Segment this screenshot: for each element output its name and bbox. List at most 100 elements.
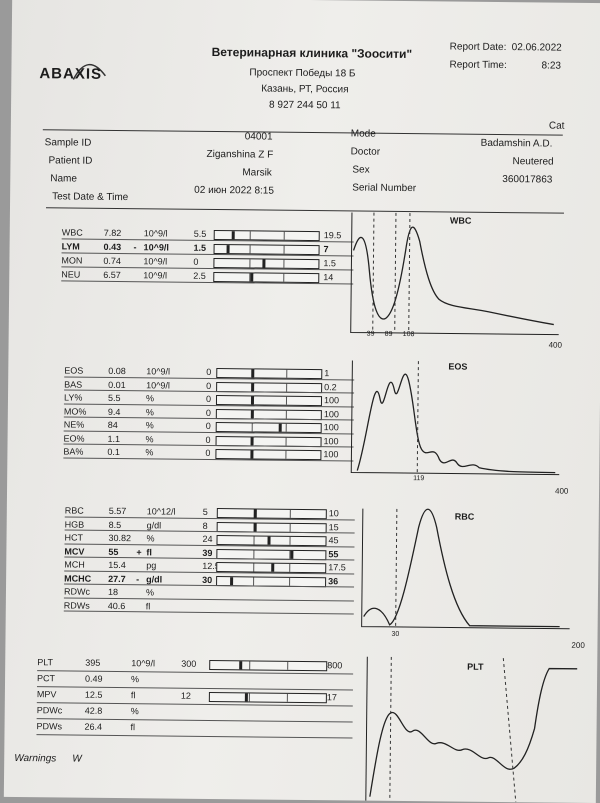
name-label: Name bbox=[50, 173, 78, 185]
param-unit: % bbox=[130, 706, 139, 717]
range-high: 1.5 bbox=[323, 258, 337, 269]
plt-histogram-title: PLT bbox=[467, 661, 484, 672]
rbc-histogram bbox=[361, 508, 570, 630]
clinic-address-line1: Проспект Победы 18 Б bbox=[249, 67, 356, 80]
param-unit: fl bbox=[130, 722, 136, 733]
range-bar-tick bbox=[249, 259, 251, 268]
range-bar-tick bbox=[285, 396, 288, 405]
range-bar-marker bbox=[262, 259, 266, 268]
param-unit: fl bbox=[146, 546, 152, 557]
range-high: 14 bbox=[323, 272, 334, 283]
param-name: MCV bbox=[64, 545, 85, 557]
rbc-axis-max: 200 bbox=[571, 640, 585, 650]
param-name: PDWc bbox=[36, 705, 63, 716]
range-bar-marker bbox=[250, 450, 254, 459]
param-value: 12.5 bbox=[84, 689, 103, 700]
clinic-phone: 8 927 244 50 11 bbox=[269, 99, 341, 112]
param-name: LYM bbox=[61, 241, 80, 252]
range-low: 0 bbox=[205, 447, 211, 458]
wbc-tick-3: 108 bbox=[402, 330, 415, 339]
param-value: 395 bbox=[85, 657, 101, 668]
param-name: WBC bbox=[61, 227, 83, 238]
range-bar bbox=[209, 659, 328, 672]
row-divider bbox=[36, 734, 353, 739]
range-low: 0 bbox=[205, 407, 211, 418]
sample-id-label: Sample ID bbox=[44, 137, 92, 149]
range-bar-tick bbox=[289, 536, 291, 545]
param-value: 0.49 bbox=[85, 673, 103, 684]
doctor: Badamshin A.D. bbox=[480, 137, 553, 150]
report-time: 8:23 bbox=[541, 60, 562, 72]
report-date: 02.06.2022 bbox=[511, 42, 562, 54]
param-value: 15.4 bbox=[108, 559, 126, 571]
range-bar-marker bbox=[250, 396, 255, 405]
range-bar-tick bbox=[289, 509, 291, 518]
warnings-value: W bbox=[72, 753, 82, 765]
param-value: 55 bbox=[108, 546, 119, 557]
param-unit: % bbox=[131, 674, 140, 685]
range-low: 8 bbox=[202, 520, 208, 531]
param-unit: 10^9/l bbox=[143, 228, 168, 239]
param-name: NEU bbox=[61, 269, 81, 280]
range-high: 17 bbox=[326, 692, 337, 703]
range-low: 0 bbox=[193, 256, 199, 267]
range-bar-tick bbox=[249, 245, 251, 254]
range-bar-tick bbox=[285, 410, 287, 419]
param-unit: % bbox=[145, 447, 154, 458]
param-unit: 10^12/l bbox=[146, 506, 176, 517]
param-unit: 10^9/l bbox=[143, 270, 168, 281]
range-bar-tick bbox=[249, 231, 251, 240]
doctor-label: Doctor bbox=[350, 146, 381, 158]
abaxis-logo-arc-icon bbox=[72, 63, 106, 80]
param-name: NE% bbox=[63, 419, 85, 430]
range-bar-marker bbox=[230, 576, 234, 585]
param-unit: pg bbox=[146, 560, 157, 571]
param-unit: % bbox=[145, 433, 154, 444]
range-bar-tick bbox=[283, 231, 285, 240]
range-bar-tick bbox=[285, 450, 287, 459]
param-value: 9.4 bbox=[107, 406, 121, 417]
param-unit: fl bbox=[145, 600, 151, 611]
range-bar-tick bbox=[283, 245, 285, 254]
param-value: 7.82 bbox=[103, 227, 122, 239]
param-name: MCH bbox=[64, 559, 85, 570]
range-bar-tick bbox=[248, 693, 250, 702]
clinic-name: Ветеринарная клиника "Зоосити" bbox=[211, 44, 413, 62]
param-unit: 10^9/l bbox=[131, 658, 156, 669]
param-value: 8.5 bbox=[108, 519, 122, 530]
param-unit: g/dl bbox=[146, 519, 162, 530]
param-value: 40.6 bbox=[107, 600, 126, 611]
param-name: BAS bbox=[64, 378, 83, 390]
param-name: EOS bbox=[64, 365, 84, 376]
param-name: HGB bbox=[64, 518, 85, 530]
param-unit: 10^9/l bbox=[143, 242, 169, 253]
rbc-histogram-title: RBC bbox=[454, 511, 475, 522]
abaxis-logo: ABAXIS bbox=[39, 65, 103, 83]
plt-histogram bbox=[365, 656, 578, 803]
range-high: 10 bbox=[328, 508, 339, 519]
range-bar-tick bbox=[253, 536, 255, 545]
range-bar-marker bbox=[253, 509, 257, 518]
range-bar-tick bbox=[289, 563, 291, 572]
range-bar-tick bbox=[286, 369, 288, 378]
range-bar-tick bbox=[283, 273, 285, 282]
wbc-tick-1: 39 bbox=[366, 330, 375, 338]
range-bar-tick bbox=[285, 437, 287, 446]
param-name: PDWs bbox=[36, 721, 63, 732]
param-name: PLT bbox=[37, 657, 54, 668]
eos-histogram-title: EOS bbox=[448, 361, 468, 372]
range-bar-tick bbox=[253, 563, 255, 572]
species: Cat bbox=[548, 120, 565, 132]
range-bar-marker bbox=[267, 536, 271, 545]
range-bar-tick bbox=[289, 523, 291, 532]
range-bar-marker bbox=[250, 436, 254, 445]
range-high: 36 bbox=[328, 575, 339, 586]
param-name: LY% bbox=[63, 392, 83, 403]
param-name: MCHC bbox=[64, 572, 92, 584]
range-high: 7 bbox=[323, 244, 329, 255]
range-high: 100 bbox=[323, 395, 340, 406]
range-low: 0 bbox=[205, 434, 211, 445]
test-date: 02 июн 2022 8:15 bbox=[194, 184, 275, 197]
range-bar-marker bbox=[253, 522, 257, 531]
param-name: MPV bbox=[36, 689, 57, 700]
